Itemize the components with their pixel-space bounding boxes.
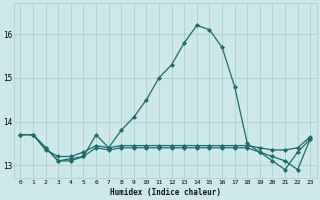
X-axis label: Humidex (Indice chaleur): Humidex (Indice chaleur) (110, 188, 221, 197)
